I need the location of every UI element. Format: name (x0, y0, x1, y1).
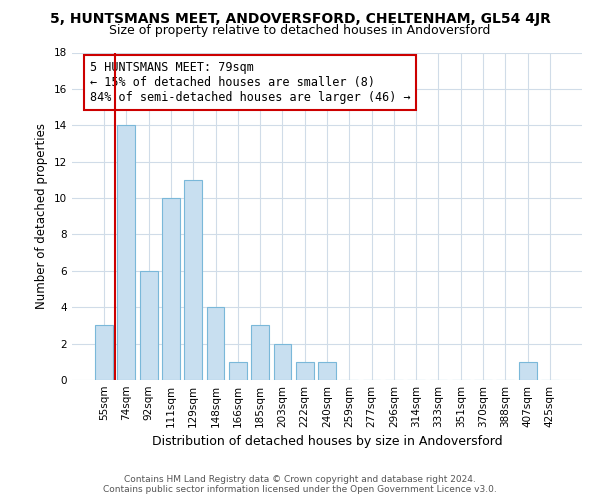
Bar (318, 362, 336, 380)
Text: 5, HUNTSMANS MEET, ANDOVERSFORD, CHELTENHAM, GL54 4JR: 5, HUNTSMANS MEET, ANDOVERSFORD, CHELTEN… (50, 12, 550, 26)
Bar (95, 326, 113, 380)
Bar (518, 362, 536, 380)
Bar (184, 180, 202, 380)
Bar (229, 362, 247, 380)
X-axis label: Distribution of detached houses by size in Andoversford: Distribution of detached houses by size … (152, 436, 502, 448)
Bar (162, 198, 180, 380)
Text: 5 HUNTSMANS MEET: 79sqm
← 15% of detached houses are smaller (8)
84% of semi-det: 5 HUNTSMANS MEET: 79sqm ← 15% of detache… (90, 60, 410, 104)
Text: Size of property relative to detached houses in Andoversford: Size of property relative to detached ho… (109, 24, 491, 37)
Bar (274, 344, 292, 380)
Bar (251, 326, 269, 380)
Bar (206, 307, 224, 380)
Bar (296, 362, 314, 380)
Bar (140, 271, 158, 380)
Bar (118, 126, 136, 380)
Text: Contains HM Land Registry data © Crown copyright and database right 2024.
Contai: Contains HM Land Registry data © Crown c… (103, 474, 497, 494)
Y-axis label: Number of detached properties: Number of detached properties (35, 123, 49, 309)
